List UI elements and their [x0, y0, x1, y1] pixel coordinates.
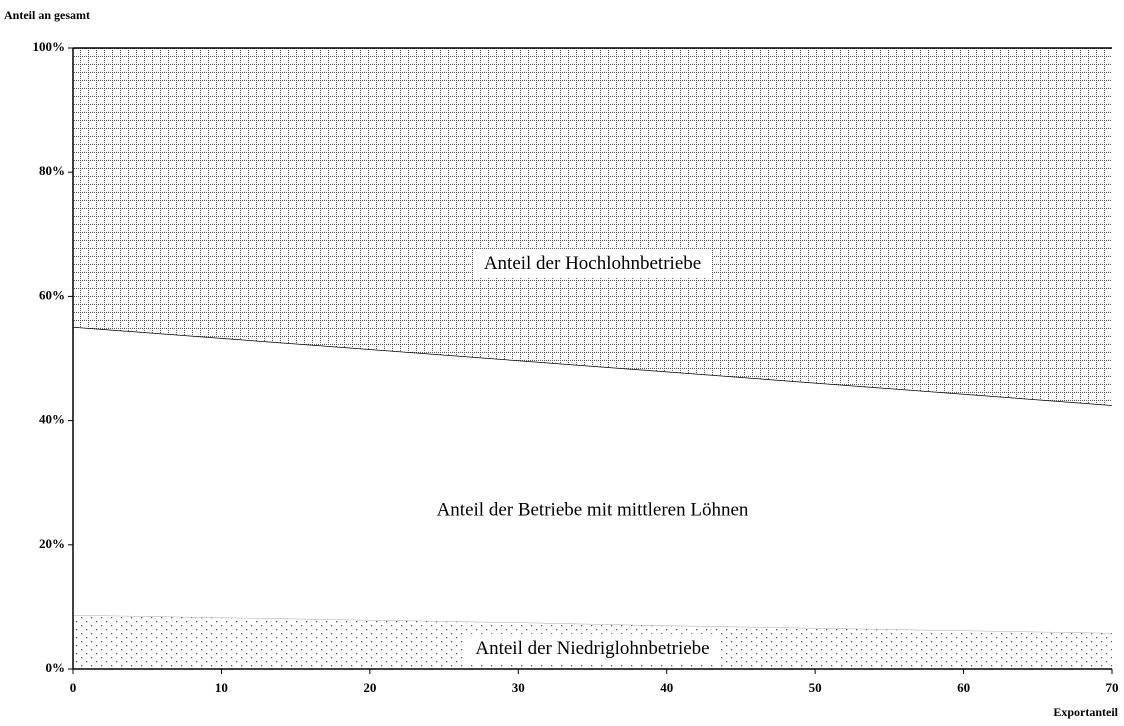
x-tick-label: 60 — [957, 680, 970, 695]
area-label: Anteil der Hochlohnbetriebe — [484, 253, 701, 274]
area-label: Anteil der Niedriglohnbetriebe — [475, 638, 709, 659]
y-tick-label: 0% — [46, 660, 66, 675]
y-tick-label: 80% — [39, 163, 65, 178]
x-tick-label: 30 — [512, 680, 525, 695]
y-axis-title: Anteil an gesamt — [4, 8, 90, 22]
y-tick-label: 20% — [39, 536, 65, 551]
area-label: Anteil der Betriebe mit mittleren Löhnen — [437, 500, 749, 521]
label-background — [473, 249, 712, 279]
x-tick-label: 20 — [363, 680, 376, 695]
y-tick-label: 60% — [39, 287, 65, 302]
x-tick-label: 50 — [809, 680, 822, 695]
x-tick-label: 0 — [70, 680, 77, 695]
x-tick-label: 70 — [1106, 680, 1119, 695]
x-tick-label: 10 — [215, 680, 228, 695]
label-background — [465, 633, 720, 663]
x-axis-title: Exportanteil — [1053, 705, 1118, 719]
area — [73, 326, 1112, 633]
x-tick-label: 40 — [660, 680, 673, 695]
area — [73, 48, 1112, 406]
y-tick-label: 40% — [39, 412, 65, 427]
y-tick-label: 100% — [33, 39, 66, 54]
